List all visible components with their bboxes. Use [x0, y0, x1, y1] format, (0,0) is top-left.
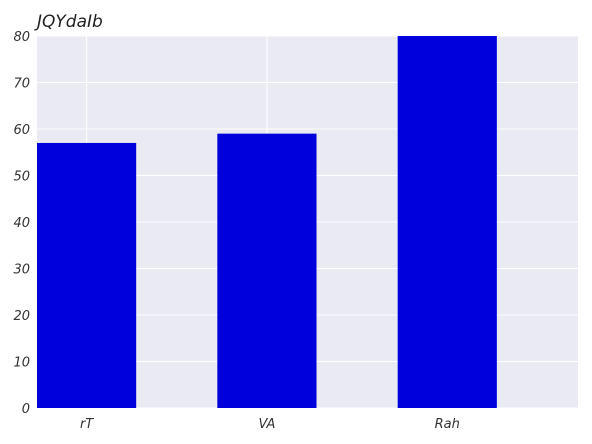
x-tick-label-1: VA — [258, 417, 275, 432]
y-tick-label-6: 60 — [13, 123, 30, 138]
y-tick-label-0: 0 — [22, 402, 30, 417]
bars — [37, 36, 497, 408]
bar-VA — [217, 133, 317, 408]
y-tick-label-2: 20 — [13, 309, 30, 324]
y-tick-label-8: 80 — [13, 30, 30, 45]
y-tick-label-7: 70 — [13, 77, 30, 92]
bar-Rah — [397, 36, 497, 408]
y-tick-label-1: 10 — [13, 356, 30, 371]
y-tick-label-3: 30 — [13, 263, 30, 278]
x-tick-labels: rT VA Rah — [80, 417, 460, 432]
y-tick-label-5: 50 — [13, 170, 30, 185]
chart-title: JQYdaIb — [34, 12, 103, 32]
x-tick-label-2: Rah — [435, 417, 460, 432]
y-tick-labels: 0 10 20 30 40 50 60 70 80 — [13, 30, 30, 417]
y-tick-label-4: 40 — [13, 216, 30, 231]
x-tick-label-0: rT — [80, 417, 94, 432]
bar-rT — [37, 142, 137, 408]
